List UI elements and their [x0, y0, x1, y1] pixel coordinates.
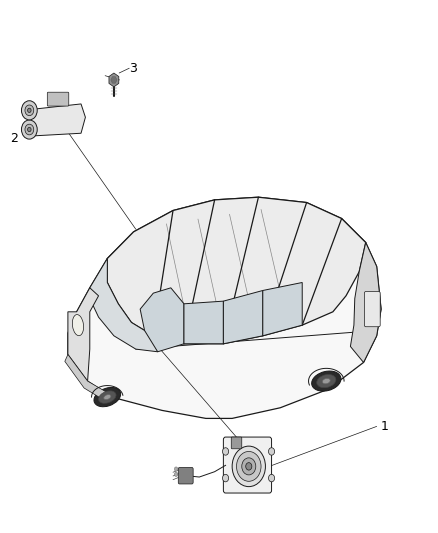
Text: 2: 2 [10, 132, 18, 145]
Circle shape [25, 124, 34, 135]
Polygon shape [140, 288, 184, 352]
Text: 1: 1 [381, 420, 389, 433]
Ellipse shape [317, 375, 336, 387]
Circle shape [28, 127, 31, 132]
Circle shape [25, 105, 34, 116]
FancyBboxPatch shape [231, 437, 242, 449]
Circle shape [223, 474, 229, 482]
Ellipse shape [104, 394, 111, 400]
Circle shape [242, 458, 256, 475]
Circle shape [28, 108, 31, 112]
Circle shape [232, 446, 265, 487]
Text: 3: 3 [129, 62, 137, 75]
Ellipse shape [312, 371, 341, 391]
Circle shape [268, 474, 275, 482]
Circle shape [246, 463, 252, 470]
Circle shape [223, 448, 229, 455]
Circle shape [174, 472, 178, 477]
Polygon shape [90, 259, 158, 352]
FancyBboxPatch shape [364, 292, 380, 327]
Ellipse shape [322, 378, 330, 384]
Polygon shape [107, 197, 366, 344]
Ellipse shape [94, 387, 120, 407]
Polygon shape [223, 290, 263, 344]
Polygon shape [184, 301, 223, 344]
FancyBboxPatch shape [223, 437, 272, 493]
Ellipse shape [72, 314, 84, 336]
Polygon shape [263, 282, 302, 336]
Circle shape [21, 120, 37, 139]
Ellipse shape [99, 391, 116, 403]
Polygon shape [28, 104, 85, 136]
Circle shape [21, 101, 37, 120]
Circle shape [237, 451, 261, 481]
FancyBboxPatch shape [47, 92, 69, 106]
Polygon shape [68, 288, 99, 381]
Circle shape [268, 448, 275, 455]
Polygon shape [68, 197, 381, 418]
FancyBboxPatch shape [178, 467, 193, 484]
Circle shape [174, 467, 178, 471]
Polygon shape [350, 243, 381, 362]
Polygon shape [65, 354, 109, 401]
